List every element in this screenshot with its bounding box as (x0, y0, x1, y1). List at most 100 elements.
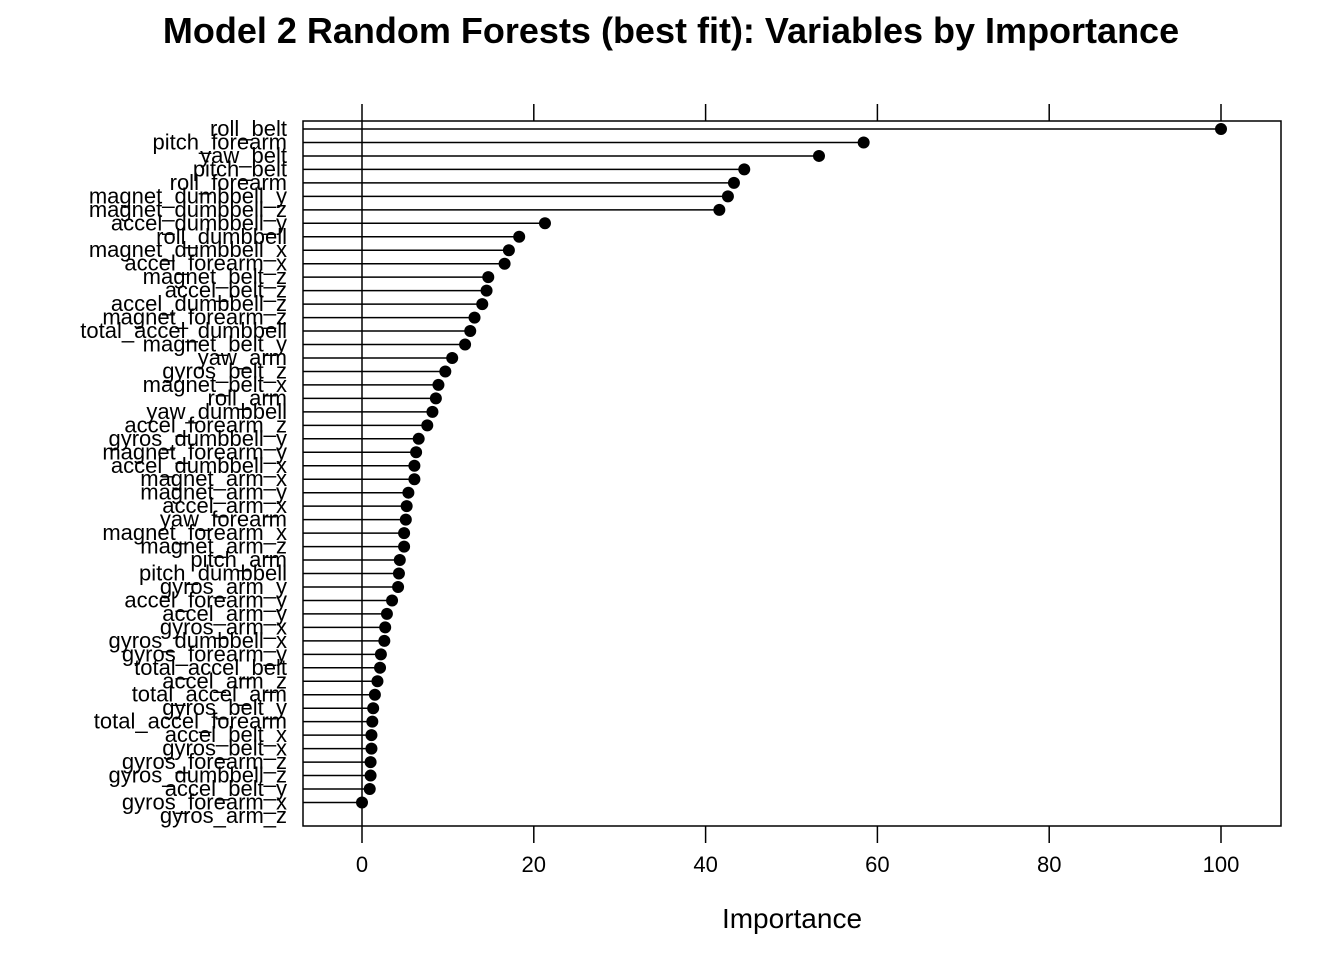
plot-frame (302, 120, 1282, 827)
variable-label: total_accel_belt (134, 655, 287, 680)
dot-magnet_dumbbell_y (721, 190, 734, 203)
dot-pitch_forearm (857, 136, 870, 149)
variable-label: magnet_arm_y (140, 480, 287, 505)
dot-yaw_forearm (399, 513, 412, 526)
dot-magnet_arm_y (402, 486, 415, 499)
dot-accel_arm_y (380, 607, 393, 620)
chart-title: Model 2 Random Forests (best fit): Varia… (163, 10, 1179, 51)
variable-label: yaw_belt (200, 143, 287, 168)
dot-yaw_dumbbell (426, 405, 439, 418)
dot-accel_forearm_y (386, 594, 399, 607)
variable-label: magnet_arm_x (140, 466, 287, 491)
variable-label: yaw_arm (198, 345, 287, 370)
dot-total_accel_forearm (366, 715, 379, 728)
dot-accel_arm_x (400, 500, 413, 513)
variable-label: gyros_dumbbell_z (108, 763, 287, 788)
variable-label: yaw_dumbbell (146, 399, 287, 424)
variable-label: magnet_belt_z (143, 264, 287, 289)
variable-label: roll_dumbbell (156, 224, 287, 249)
dot-accel_belt_z (480, 284, 493, 297)
dot-accel_arm_z (371, 675, 384, 688)
variable-label: gyros_dumbbell_x (108, 628, 287, 653)
dot-gyros_arm_x (379, 621, 392, 634)
dot-magnet_belt_x (432, 378, 445, 391)
variable-label: accel_forearm_z (124, 412, 287, 437)
dot-accel_belt_x (365, 729, 378, 742)
variable-label: gyros_arm_y (160, 574, 287, 599)
variable-label: magnet_forearm_z (102, 305, 287, 330)
variable-label: total_accel_forearm (94, 709, 287, 734)
variable-label: accel_belt_z (165, 278, 287, 303)
dot-magnet_forearm_x (398, 527, 411, 540)
dot-magnet_belt_z (482, 271, 495, 284)
variable-label: accel_dumbbell_x (111, 453, 287, 478)
dot-magnet_arm_x (408, 473, 421, 486)
dot-total_accel_dumbbell (464, 325, 477, 338)
variable-label: gyros_belt_z (162, 358, 287, 383)
dot-roll_forearm (727, 176, 740, 189)
dot-magnet_forearm_y (410, 446, 423, 459)
variable-label: gyros_forearm_z (122, 749, 287, 774)
dot-roll_dumbbell (513, 230, 526, 243)
x-tick-label-40: 40 (693, 852, 717, 877)
dot-magnet_arm_z (398, 540, 411, 553)
dot-yaw_arm (446, 351, 459, 364)
x-tick-label-80: 80 (1037, 852, 1061, 877)
variable-label: gyros_arm_z (160, 803, 287, 828)
dot-gyros_belt_y (367, 702, 380, 715)
dot-accel_dumbbell_z (476, 298, 489, 311)
dot-magnet_dumbbell_z (713, 203, 726, 216)
x-tick-label-60: 60 (865, 852, 889, 877)
variable-label: gyros_forearm_y (122, 641, 287, 666)
dot-accel_dumbbell_x (408, 459, 421, 472)
variable-label: gyros_belt_y (162, 695, 287, 720)
dot-roll_arm (429, 392, 442, 405)
variable-label: magnet_forearm_y (102, 439, 287, 464)
dot-accel_forearm_z (421, 419, 434, 432)
variable-label: accel_dumbbell_y (111, 210, 287, 235)
variable-label: accel_forearm_x (124, 251, 287, 276)
dot-pitch_dumbbell (392, 567, 405, 580)
x-tick-label-100: 100 (1203, 852, 1240, 877)
variable-label: yaw_forearm (160, 507, 287, 532)
variable-label: roll_belt (210, 116, 287, 141)
dot-magnet_belt_y (459, 338, 472, 351)
dot-gyros_forearm_x (356, 796, 368, 809)
lollipop-stems (303, 121, 1221, 826)
x-tick-label-20: 20 (522, 852, 546, 877)
top-axis-ticks (361, 104, 1222, 121)
dot-gyros_belt_z (439, 365, 452, 378)
variable-label: magnet_dumbbell_z (89, 197, 287, 222)
dot-yaw_belt (812, 149, 825, 162)
lollipop-dots (356, 123, 1227, 809)
variable-label: magnet_dumbbell_y (89, 183, 287, 208)
variable-label: total_accel_dumbbell (80, 318, 287, 343)
variable-label: accel_arm_x (162, 493, 287, 518)
dot-gyros_forearm_z (364, 756, 377, 769)
bottom-axis: 0 20 40 60 80 100 (356, 826, 1239, 877)
dot-total_accel_arm (368, 688, 381, 701)
dot-gyros_belt_x (365, 742, 378, 755)
variable-label: magnet_dumbbell_x (89, 237, 287, 262)
dot-pitch_arm (393, 554, 406, 567)
dot-gyros_dumbbell_x (378, 634, 391, 647)
dot-magnet_forearm_z (468, 311, 481, 324)
x-axis-title: Importance (722, 903, 862, 934)
dot-pitch_belt (738, 163, 751, 176)
variable-label: gyros_forearm_x (122, 790, 287, 815)
variable-label: gyros_belt_x (162, 736, 287, 761)
dot-gyros_dumbbell_y (412, 432, 425, 445)
variable-label: accel_belt_y (165, 776, 287, 801)
dot-roll_belt (1215, 123, 1227, 135)
variable-label: roll_arm (208, 385, 287, 410)
variable-label: roll_forearm (170, 170, 287, 195)
variable-label: accel_dumbbell_z (111, 291, 287, 316)
variable-label: pitch_belt (193, 156, 287, 181)
dot-gyros_forearm_y (374, 648, 387, 661)
dot-gyros_arm_y (392, 580, 405, 593)
variable-label: magnet_belt_y (143, 332, 287, 357)
variable-label: magnet_forearm_x (102, 520, 287, 545)
dot-gyros_dumbbell_z (364, 769, 377, 782)
variable-label: gyros_dumbbell_y (108, 426, 287, 451)
